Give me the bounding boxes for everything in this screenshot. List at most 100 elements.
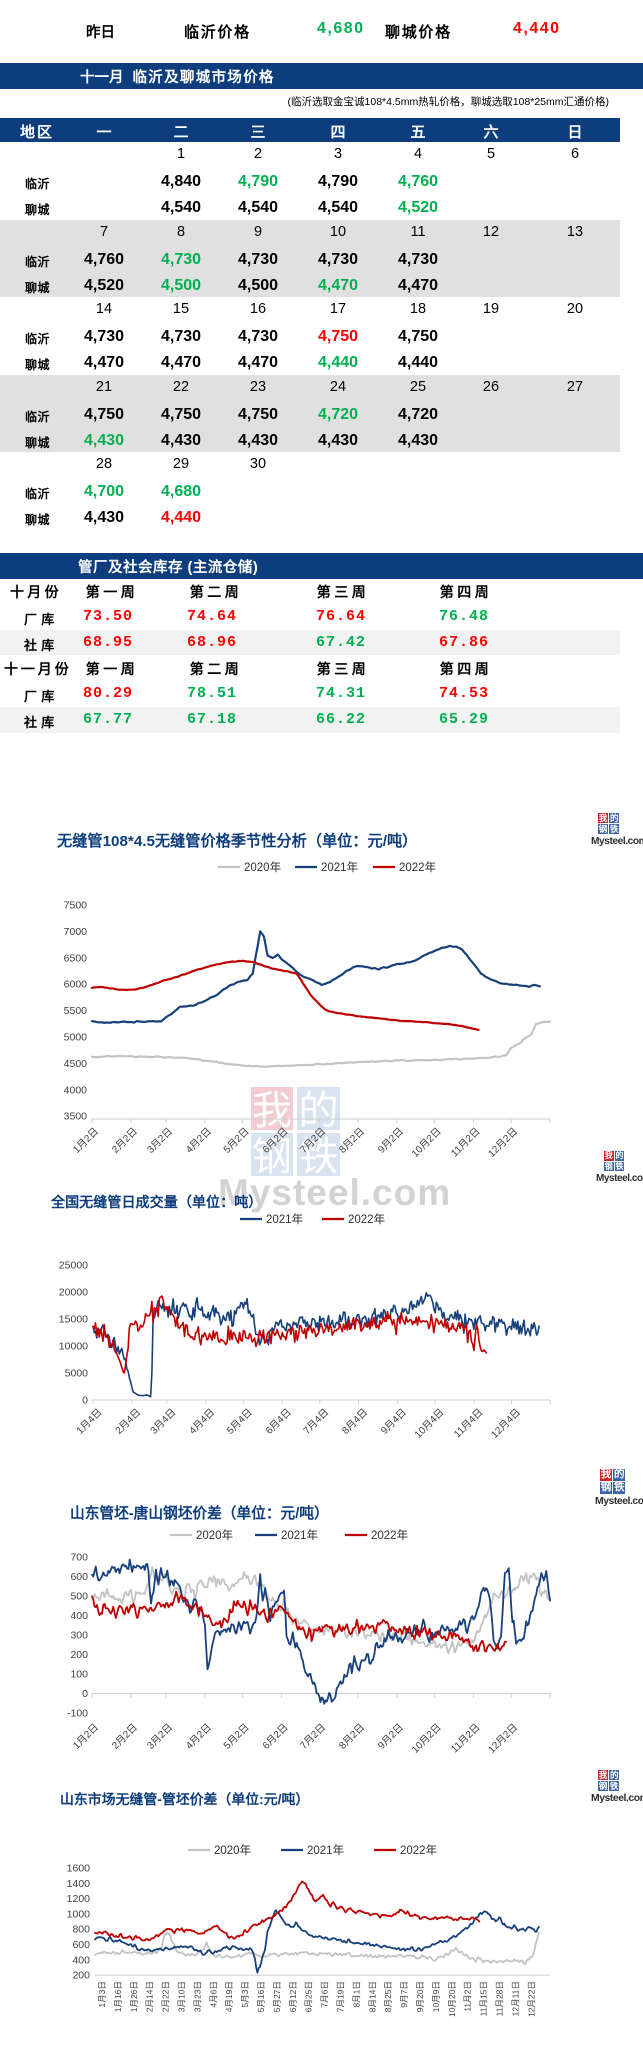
- svg-text:8月2日: 8月2日: [337, 1125, 367, 1155]
- svg-text:10月9日: 10月9日: [431, 1981, 441, 2012]
- svg-text:6月2日: 6月2日: [260, 1721, 290, 1751]
- svg-text:11月2日: 11月2日: [463, 1981, 473, 2012]
- svg-text:1200: 1200: [67, 1893, 91, 1905]
- svg-text:300: 300: [70, 1630, 88, 1642]
- svg-text:2月2日: 2月2日: [109, 1125, 139, 1155]
- svg-text:12月2日: 12月2日: [486, 1721, 520, 1755]
- svg-text:1月16日: 1月16日: [113, 1981, 123, 2012]
- svg-text:2020年: 2020年: [196, 1528, 233, 1542]
- svg-text:800: 800: [72, 1924, 90, 1936]
- svg-text:5000: 5000: [65, 1368, 89, 1380]
- svg-text:4月2日: 4月2日: [183, 1125, 213, 1155]
- svg-text:15000: 15000: [59, 1314, 88, 1326]
- svg-text:200: 200: [70, 1649, 88, 1661]
- svg-text:1400: 1400: [67, 1878, 91, 1890]
- svg-text:7000: 7000: [64, 926, 88, 938]
- svg-text:5月4日: 5月4日: [224, 1406, 254, 1436]
- svg-text:Mysteel.com: Mysteel.com: [218, 1172, 451, 1213]
- svg-text:4月2日: 4月2日: [183, 1721, 213, 1751]
- svg-text:600: 600: [70, 1571, 88, 1583]
- svg-text:25000: 25000: [59, 1260, 88, 1272]
- svg-text:11月2日: 11月2日: [449, 1125, 483, 1159]
- svg-text:0: 0: [82, 1688, 88, 1700]
- svg-text:2021年: 2021年: [281, 1528, 318, 1542]
- svg-text:7月19日: 7月19日: [336, 1981, 346, 2012]
- svg-text:3500: 3500: [64, 1111, 88, 1123]
- svg-text:1000: 1000: [67, 1908, 91, 1920]
- svg-text:-100: -100: [67, 1708, 88, 1720]
- svg-text:7月2日: 7月2日: [298, 1721, 328, 1751]
- svg-text:6月12日: 6月12日: [288, 1981, 298, 2012]
- svg-text:700: 700: [70, 1552, 88, 1564]
- svg-text:8月1日: 8月1日: [351, 1981, 361, 2007]
- svg-text:1月4日: 1月4日: [74, 1406, 104, 1436]
- svg-text:5000: 5000: [64, 1032, 88, 1044]
- svg-text:无缝管108*4.5无缝管价格季节性分析（单位：元/吨）: 无缝管108*4.5无缝管价格季节性分析（单位：元/吨）: [56, 832, 417, 850]
- svg-text:9月7日: 9月7日: [399, 1981, 409, 2007]
- svg-text:5月3日: 5月3日: [240, 1981, 250, 2007]
- svg-text:0: 0: [82, 1395, 88, 1407]
- svg-text:3月10日: 3月10日: [177, 1981, 187, 2012]
- svg-text:5500: 5500: [64, 1005, 88, 1017]
- svg-text:5月2日: 5月2日: [221, 1125, 251, 1155]
- svg-text:8月25日: 8月25日: [383, 1981, 393, 2012]
- svg-text:2020年: 2020年: [244, 860, 281, 874]
- svg-text:7月4日: 7月4日: [301, 1406, 331, 1436]
- svg-text:7月6日: 7月6日: [320, 1981, 330, 2007]
- svg-text:全国无缝管日成交量（单位：吨）: 全国无缝管日成交量（单位：吨）: [50, 1194, 262, 1210]
- svg-text:20000: 20000: [59, 1287, 88, 1299]
- svg-text:2月4日: 2月4日: [113, 1406, 143, 1436]
- svg-text:铁: 铁: [299, 1135, 339, 1179]
- svg-text:山东市场无缝管-管坯价差（单位:元/吨）: 山东市场无缝管-管坯价差（单位:元/吨）: [60, 1791, 309, 1807]
- svg-text:4500: 4500: [64, 1058, 88, 1070]
- svg-text:11月28日: 11月28日: [495, 1981, 505, 2016]
- svg-text:3月2日: 3月2日: [145, 1721, 175, 1751]
- svg-text:1月26日: 1月26日: [129, 1981, 139, 2012]
- svg-text:2021年: 2021年: [266, 1212, 303, 1226]
- svg-text:9月4日: 9月4日: [378, 1406, 408, 1436]
- svg-text:3月4日: 3月4日: [148, 1406, 178, 1436]
- svg-text:10月4日: 10月4日: [412, 1406, 446, 1440]
- svg-text:6月4日: 6月4日: [263, 1406, 293, 1436]
- svg-text:2021年: 2021年: [307, 1843, 344, 1857]
- svg-text:2月22日: 2月22日: [161, 1981, 171, 2012]
- svg-text:11月4日: 11月4日: [452, 1406, 486, 1440]
- svg-text:4月19日: 4月19日: [224, 1981, 234, 2012]
- svg-text:12月11日: 12月11日: [510, 1981, 520, 2016]
- svg-text:100: 100: [70, 1669, 88, 1681]
- svg-text:11月2日: 11月2日: [449, 1721, 483, 1755]
- svg-text:10月2日: 10月2日: [409, 1721, 443, 1755]
- svg-text:2月2日: 2月2日: [109, 1721, 139, 1751]
- svg-text:400: 400: [72, 1954, 90, 1966]
- svg-text:6月25日: 6月25日: [304, 1981, 314, 2012]
- svg-text:10月20日: 10月20日: [447, 1981, 457, 2017]
- svg-text:2月14日: 2月14日: [145, 1981, 155, 2012]
- svg-text:12月4日: 12月4日: [489, 1406, 523, 1440]
- svg-text:11月15日: 11月15日: [479, 1981, 489, 2016]
- svg-text:5月2日: 5月2日: [221, 1721, 251, 1751]
- svg-text:200: 200: [72, 1970, 90, 1982]
- svg-text:我: 我: [252, 1089, 292, 1133]
- svg-text:的: 的: [299, 1089, 339, 1133]
- svg-text:5月27日: 5月27日: [272, 1981, 282, 2012]
- svg-text:9月20日: 9月20日: [415, 1981, 425, 2012]
- svg-text:12月22日: 12月22日: [526, 1981, 536, 2017]
- svg-text:1月3日: 1月3日: [97, 1981, 107, 2007]
- svg-text:8月4日: 8月4日: [340, 1406, 370, 1436]
- svg-text:7500: 7500: [64, 900, 88, 912]
- svg-text:1600: 1600: [67, 1863, 91, 1875]
- svg-text:钢: 钢: [252, 1135, 292, 1179]
- svg-text:2020年: 2020年: [214, 1843, 251, 1857]
- svg-text:8月2日: 8月2日: [337, 1721, 367, 1751]
- svg-text:山东管坯-唐山钢坯价差（单位：元/吨）: 山东管坯-唐山钢坯价差（单位：元/吨）: [70, 1504, 329, 1522]
- svg-text:2022年: 2022年: [371, 1528, 408, 1542]
- svg-text:4000: 4000: [64, 1084, 88, 1096]
- svg-text:6000: 6000: [64, 979, 88, 991]
- svg-text:2022年: 2022年: [399, 860, 436, 874]
- svg-text:400: 400: [70, 1610, 88, 1622]
- svg-text:9月2日: 9月2日: [375, 1721, 405, 1751]
- svg-text:500: 500: [70, 1591, 88, 1603]
- svg-text:10月2日: 10月2日: [409, 1125, 443, 1159]
- svg-text:600: 600: [72, 1939, 90, 1951]
- svg-text:1月2日: 1月2日: [71, 1721, 101, 1751]
